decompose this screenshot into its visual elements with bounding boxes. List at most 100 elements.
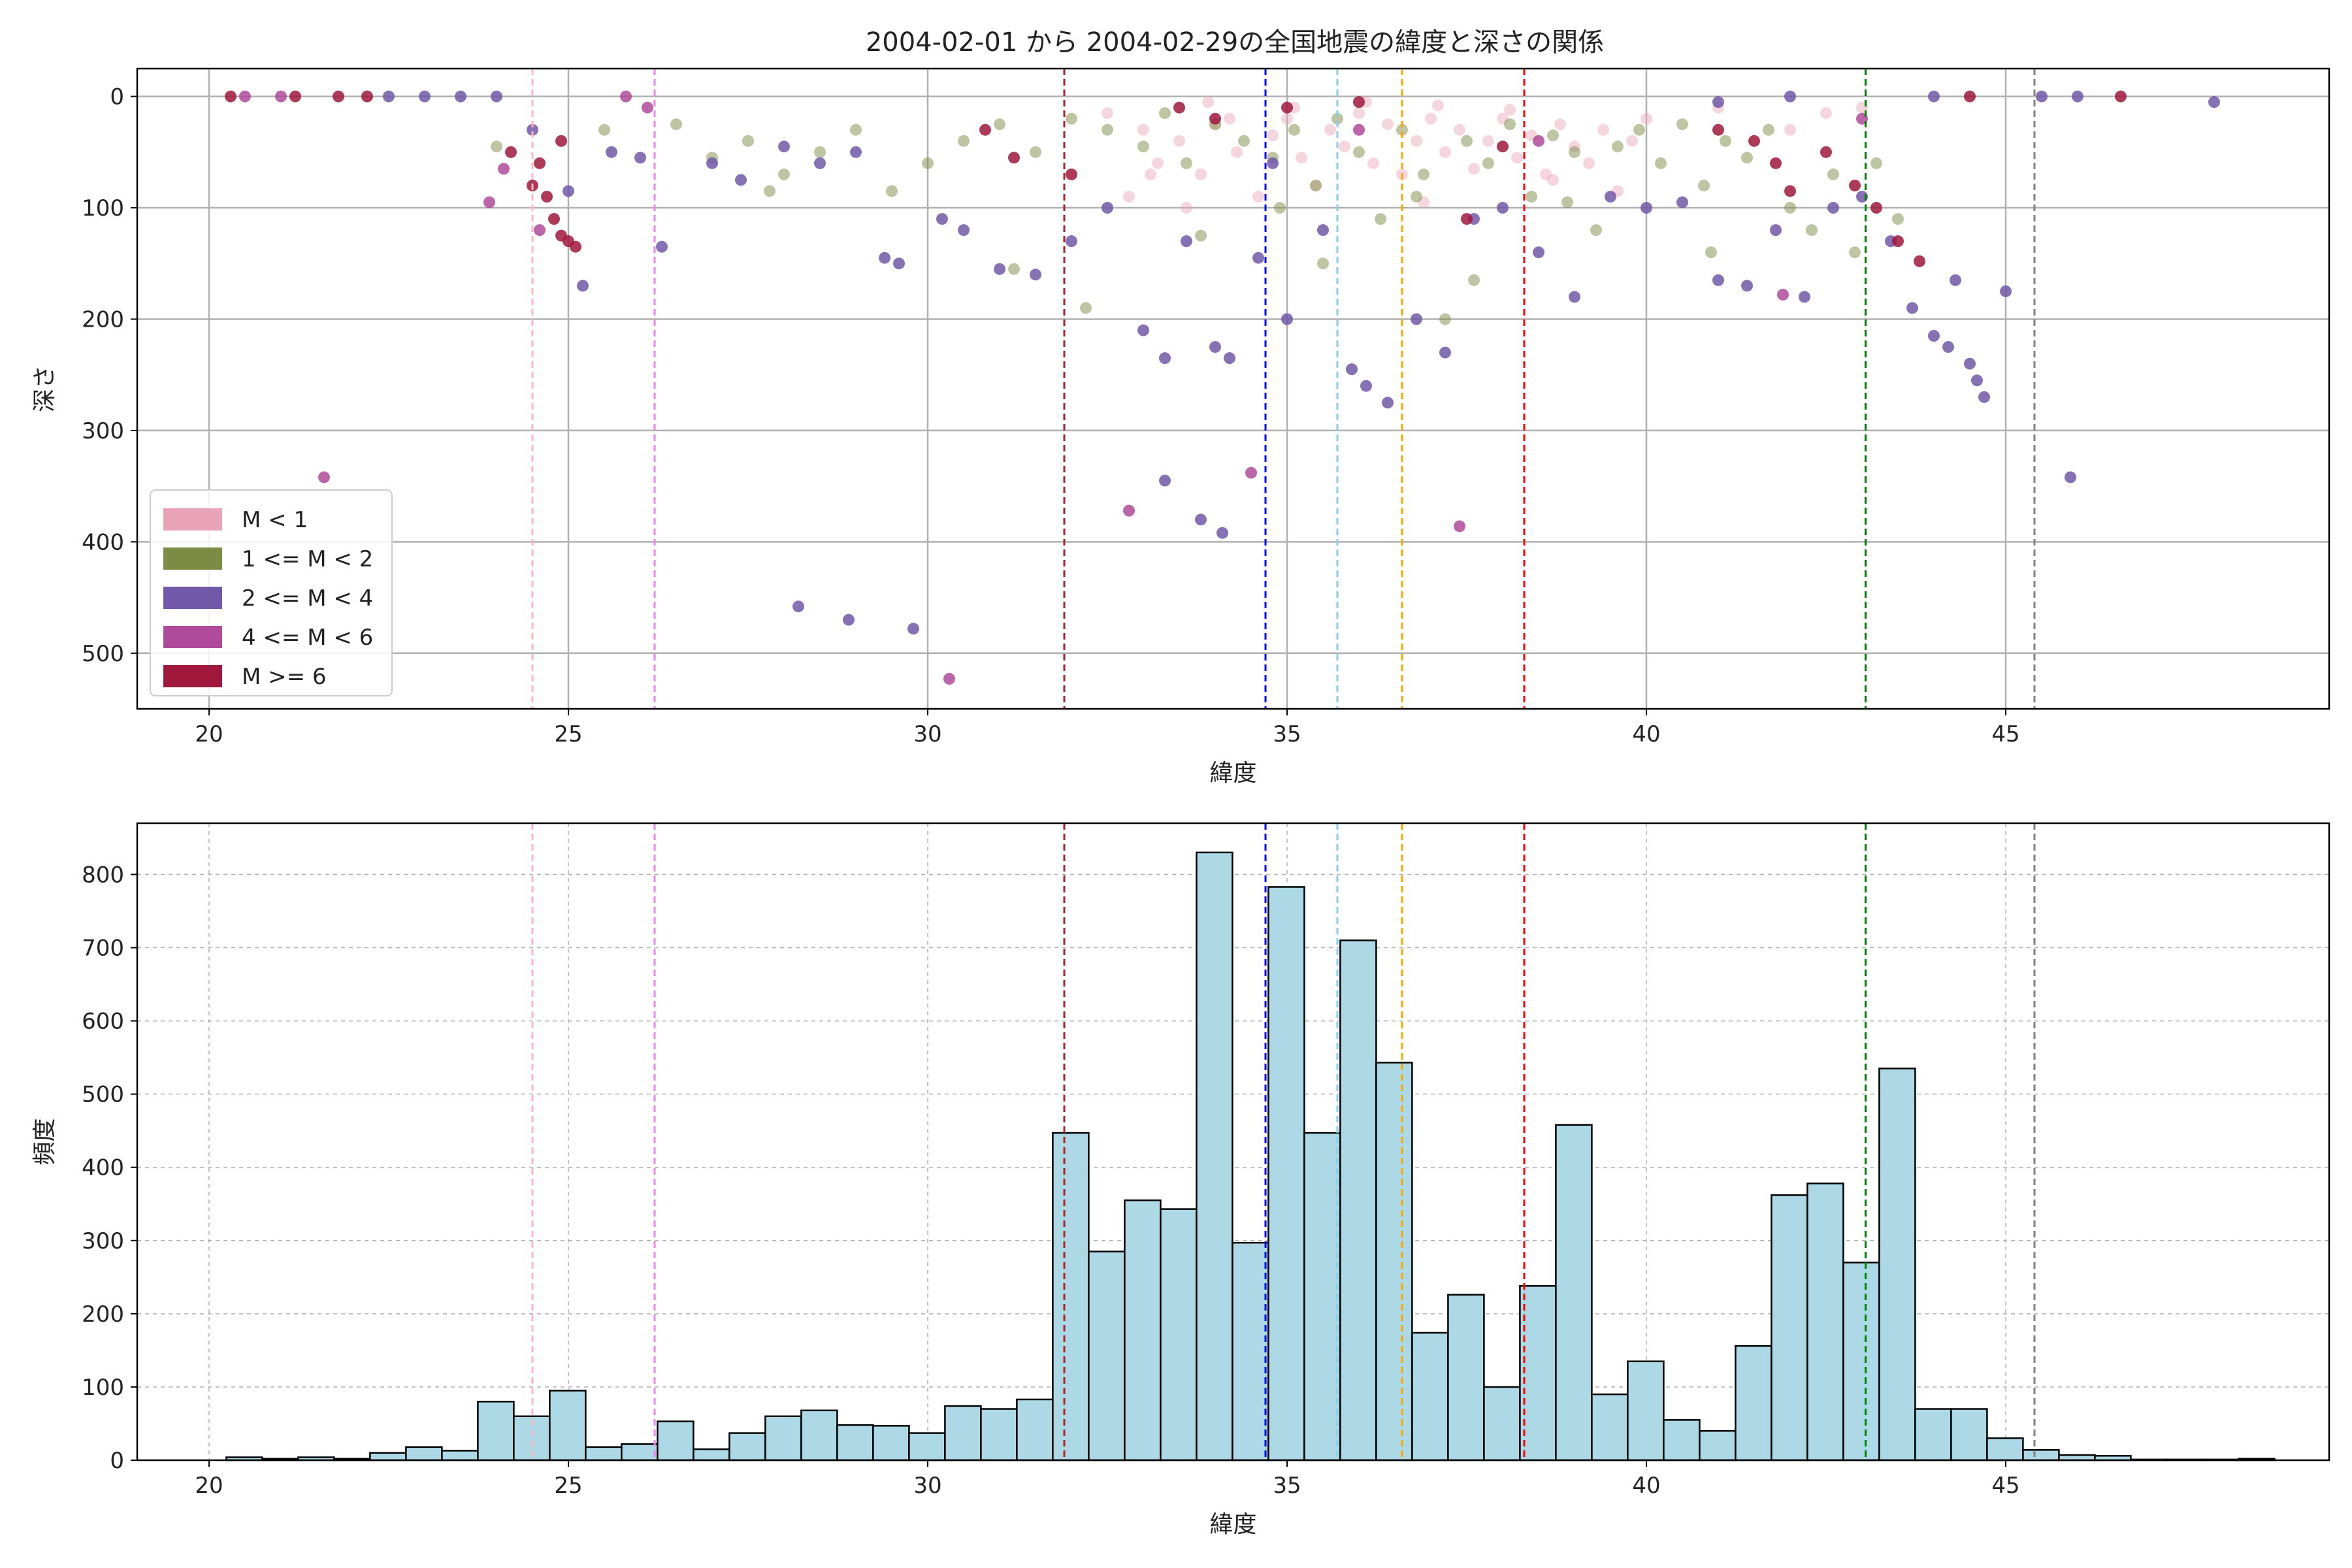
scatter-point [1137, 140, 1149, 153]
scatter-point [1741, 152, 1753, 164]
scatter-point [814, 157, 826, 169]
x-tick-label: 35 [1273, 721, 1301, 747]
scatter-point [239, 90, 251, 103]
scatter-point [1784, 123, 1796, 136]
scatter-point [1964, 90, 1976, 103]
scatter-point [1569, 146, 1580, 158]
scatter-point [1224, 352, 1235, 365]
scatter-point [1698, 179, 1710, 191]
histogram-bar [1088, 1250, 1126, 1462]
scatter-point [570, 240, 581, 253]
scatter-point [1461, 213, 1473, 225]
scatter-point [1561, 196, 1573, 208]
y-tick-label: 0 [110, 84, 124, 110]
scatter-point [1942, 341, 1954, 353]
scatter-point [1195, 514, 1207, 526]
scatter-point [1633, 123, 1645, 136]
x-tick-label: 20 [195, 1473, 223, 1499]
scatter-point [1748, 135, 1760, 147]
y-tick-label: 300 [82, 418, 124, 444]
scatter-point [1411, 191, 1422, 203]
scatter-point [1317, 257, 1329, 270]
histogram-panel: 20 25 30 35 40 45 0 100 200 300 400 500 600 700 800 緯度… [31, 822, 2330, 1538]
histogram-reference-lines [531, 823, 2036, 1460]
histogram-bar [1303, 1132, 1341, 1462]
scatter-point [1152, 157, 1164, 169]
scatter-point [1971, 374, 1983, 387]
scatter-point [1547, 174, 1559, 186]
scatter-point [656, 240, 668, 253]
y-tick-label: 200 [82, 1301, 124, 1328]
scatter-point [1820, 107, 1832, 120]
histogram-bar [1555, 1124, 1593, 1462]
scatter-point [1641, 202, 1652, 214]
scatter-point [577, 280, 589, 292]
scatter-point [1145, 168, 1156, 180]
scatter-point [1605, 191, 1616, 203]
scatter-point [1906, 302, 1918, 314]
scatter-point [706, 157, 718, 169]
scatter-point [1066, 168, 1077, 180]
histogram-bar [1483, 1386, 1521, 1462]
scatter-point [1511, 152, 1523, 164]
scatter-point [1849, 246, 1861, 259]
scatter-point [498, 163, 510, 175]
scatter-point [814, 146, 826, 158]
legend-swatch [163, 626, 222, 648]
scatter-point [1353, 123, 1365, 136]
histogram-bar [441, 1450, 479, 1462]
scatter-point [383, 90, 395, 103]
scatter-point [1281, 112, 1293, 125]
scatter-point [1209, 112, 1221, 125]
scatter-point [1461, 135, 1473, 147]
x-tick-label: 30 [913, 1473, 941, 1499]
scatter-point [1102, 123, 1113, 136]
scatter-point [1569, 291, 1580, 303]
legend-swatch [163, 587, 222, 609]
scatter-point [1676, 196, 1688, 208]
scatter-point [1245, 466, 1257, 479]
scatter-point [792, 600, 804, 613]
scatter-point [1497, 140, 1509, 153]
scatter-panel: 20 25 30 35 40 45 0 100 200 300 400 500 緯度 深さ M < 1… [31, 67, 2330, 787]
scatter-point [1202, 96, 1214, 108]
scatter-point [1676, 118, 1688, 131]
scatter-point [534, 157, 546, 169]
scatter-point [1310, 179, 1322, 191]
scatter-point [2072, 90, 2083, 103]
scatter-point [1504, 104, 1516, 116]
scatter-point [1008, 152, 1020, 164]
scatter-point [936, 213, 948, 225]
scatter-point [1411, 135, 1422, 147]
scatter-point [1418, 168, 1429, 180]
histogram-bar [1196, 851, 1233, 1462]
scatter-point [455, 90, 466, 103]
scatter-point [1533, 246, 1544, 259]
scatter-point [1497, 202, 1509, 214]
scatter-point [1123, 504, 1135, 517]
scatter-point [2065, 471, 2076, 483]
y-tick-label: 400 [82, 1155, 124, 1181]
scatter-point [1928, 330, 1940, 342]
histogram-bar [1735, 1345, 1772, 1462]
histogram-y-axis-label: 頻度 [31, 1118, 58, 1165]
y-tick-label: 200 [82, 306, 124, 333]
scatter-point [1712, 96, 1724, 108]
scatter-point [1181, 202, 1192, 214]
histogram-bar [1806, 1183, 1844, 1462]
scatter-point [1224, 112, 1235, 125]
scatter-point [1030, 269, 1041, 281]
scatter-point [1468, 274, 1480, 286]
histogram-bar [585, 1446, 623, 1462]
scatter-point [1375, 213, 1386, 225]
scatter-point [1173, 135, 1185, 147]
scatter-point [2036, 90, 2048, 103]
scatter-point [850, 146, 862, 158]
histogram-bar [1914, 1408, 1952, 1462]
legend-label: 1 <= M < 2 [242, 546, 373, 572]
y-tick-label: 100 [82, 195, 124, 221]
histogram-bar [657, 1420, 694, 1462]
scatter-point [1411, 313, 1422, 325]
histogram-bar [908, 1432, 946, 1462]
